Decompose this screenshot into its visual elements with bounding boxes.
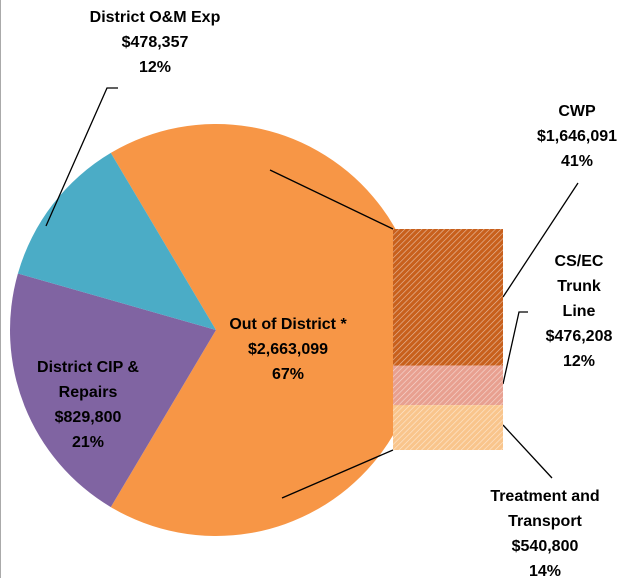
label-name: Treatment and xyxy=(490,488,599,505)
pie-slice xyxy=(110,123,422,536)
leader-line xyxy=(502,424,553,479)
label-value: $476,208 xyxy=(546,328,613,345)
label-percent: 12% xyxy=(563,353,595,370)
label-percent: 41% xyxy=(561,153,593,170)
label-name: District CIP & xyxy=(37,359,139,376)
bar-segment xyxy=(393,365,503,406)
label-value: $2,663,099 xyxy=(248,341,328,358)
label-value: $540,800 xyxy=(512,538,579,555)
pie-slice xyxy=(10,273,217,508)
label-value: $829,800 xyxy=(55,409,122,426)
connector xyxy=(281,449,394,499)
pie-slice xyxy=(17,152,216,330)
label-percent: 12% xyxy=(139,59,171,76)
label-name: District O&M Exp xyxy=(90,9,221,26)
bar-segment xyxy=(393,229,503,366)
label-percent: 21% xyxy=(72,434,104,451)
leader-line xyxy=(502,311,528,385)
connector xyxy=(269,169,394,230)
pie xyxy=(10,123,422,536)
label-value: $1,646,091 xyxy=(537,128,617,145)
leader-line xyxy=(45,87,118,227)
label-name: Out of District * xyxy=(229,316,347,333)
label-name: CS/EC xyxy=(555,253,604,270)
label-percent: 67% xyxy=(272,366,304,383)
label-name: Transport xyxy=(508,513,582,530)
label-name: Line xyxy=(563,303,596,320)
bar-segment xyxy=(393,405,503,450)
label-value: $478,357 xyxy=(122,34,189,51)
label-name: Trunk xyxy=(557,278,601,295)
leader-line xyxy=(502,182,579,298)
label-name: Repairs xyxy=(59,384,118,401)
label-percent: 14% xyxy=(529,563,561,578)
label-name: CWP xyxy=(558,103,596,120)
